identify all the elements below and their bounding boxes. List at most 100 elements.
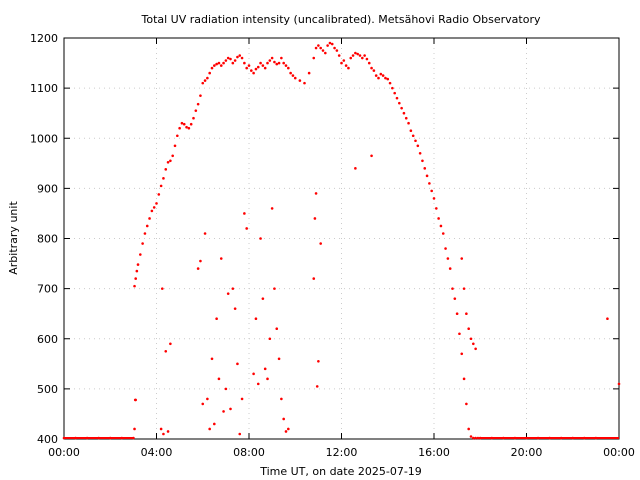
data-point xyxy=(157,193,161,196)
data-point xyxy=(439,224,443,228)
data-point xyxy=(245,227,248,230)
data-point xyxy=(275,62,279,66)
y-tick-label: 800 xyxy=(37,233,58,246)
data-point xyxy=(312,277,316,280)
data-point xyxy=(326,44,329,47)
data-point xyxy=(411,134,415,138)
y-tick-label: 1000 xyxy=(30,132,58,145)
data-point xyxy=(400,106,403,110)
data-point xyxy=(465,402,468,406)
data-point xyxy=(273,60,276,64)
data-point xyxy=(213,422,216,426)
data-point xyxy=(233,307,237,310)
data-point xyxy=(134,398,137,402)
data-point xyxy=(465,312,468,315)
data-point xyxy=(224,387,228,391)
data-point xyxy=(386,77,390,81)
data-point xyxy=(287,66,290,70)
data-point xyxy=(474,347,477,351)
data-point xyxy=(453,297,457,300)
data-point xyxy=(219,257,223,260)
data-point xyxy=(150,209,154,213)
data-point xyxy=(226,292,230,295)
data-point xyxy=(206,397,209,401)
data-point xyxy=(384,76,387,80)
data-point xyxy=(224,59,228,62)
data-point xyxy=(393,91,396,95)
data-point xyxy=(203,232,207,235)
data-point xyxy=(358,54,362,57)
data-point xyxy=(169,342,172,346)
data-point xyxy=(196,102,200,106)
data-point xyxy=(448,267,452,270)
data-point xyxy=(307,71,311,75)
data-point xyxy=(256,65,260,69)
data-point xyxy=(240,56,244,60)
data-point xyxy=(425,174,429,178)
data-point xyxy=(354,51,357,55)
data-point xyxy=(402,111,406,115)
data-point xyxy=(314,192,318,195)
data-point xyxy=(423,167,427,170)
y-tick-label: 400 xyxy=(37,433,58,446)
data-point xyxy=(136,263,140,266)
data-point xyxy=(351,54,355,57)
data-point xyxy=(238,54,242,57)
data-point xyxy=(201,81,205,85)
data-point xyxy=(414,139,417,143)
data-point xyxy=(159,184,163,188)
data-point xyxy=(284,430,288,433)
x-tick-label: 08:00 xyxy=(233,446,265,459)
data-point xyxy=(252,71,255,75)
data-point xyxy=(152,206,156,209)
data-point xyxy=(337,54,341,57)
x-tick-label: 00:00 xyxy=(48,446,80,459)
data-point xyxy=(192,116,195,120)
data-point xyxy=(356,52,359,56)
data-point xyxy=(273,287,276,290)
data-point xyxy=(381,74,385,77)
data-point xyxy=(409,129,413,133)
data-point xyxy=(229,57,232,61)
data-point xyxy=(178,126,181,130)
data-point xyxy=(201,402,205,406)
data-point xyxy=(319,46,322,50)
data-point xyxy=(418,151,422,155)
data-point xyxy=(208,71,211,75)
data-point xyxy=(199,94,202,97)
data-point xyxy=(240,397,244,401)
data-point xyxy=(472,342,475,346)
data-point xyxy=(374,74,378,77)
data-point xyxy=(243,212,246,215)
data-point xyxy=(298,79,302,82)
data-point xyxy=(222,61,225,65)
data-points xyxy=(62,41,621,440)
data-point xyxy=(263,66,267,70)
data-point xyxy=(398,101,401,105)
data-point xyxy=(469,435,473,438)
data-point xyxy=(377,76,380,80)
data-point xyxy=(280,397,283,401)
data-point xyxy=(236,362,239,366)
data-point xyxy=(370,154,373,158)
data-point xyxy=(361,56,364,60)
data-point xyxy=(222,410,225,413)
data-point xyxy=(444,247,447,250)
data-point xyxy=(259,61,262,65)
data-point xyxy=(166,161,170,164)
data-point xyxy=(372,69,376,72)
data-point xyxy=(185,125,188,129)
data-point xyxy=(148,217,151,220)
data-point xyxy=(217,61,221,65)
x-tick-label: 20:00 xyxy=(511,446,543,459)
data-point xyxy=(388,81,392,85)
data-point xyxy=(270,207,274,210)
data-point xyxy=(367,61,371,65)
data-point xyxy=(176,134,179,138)
y-axis-label: Arbitrary unit xyxy=(7,201,20,275)
data-point xyxy=(143,232,147,235)
data-point xyxy=(194,109,198,112)
data-point xyxy=(476,436,480,440)
data-point xyxy=(231,61,235,65)
data-point xyxy=(395,96,399,100)
